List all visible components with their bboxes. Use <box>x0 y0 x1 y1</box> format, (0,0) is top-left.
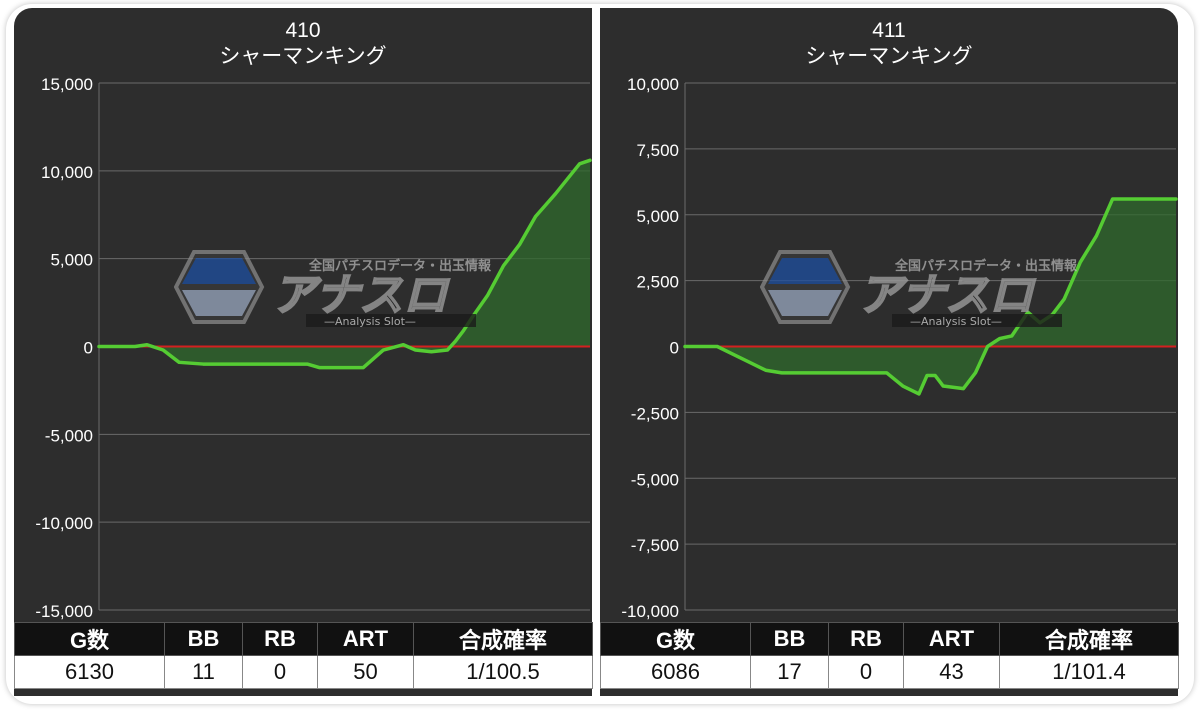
header-art: ART <box>903 622 1000 656</box>
header-bb: BB <box>164 622 243 656</box>
series-area-fill <box>685 198 1176 394</box>
stats-table-410: G数 BB RB ART 合成確率 6130 11 0 50 1/100.5 <box>14 622 593 689</box>
hexagon-logo-icon <box>174 250 265 324</box>
header-rb: RB <box>828 622 904 656</box>
y-tick-label: 5,000 <box>636 207 679 226</box>
chart-panel-411: 411 シャーマンキング 10,000 7,500 5,000 2,500 0 -2,50… <box>600 8 1179 696</box>
value-rb: 0 <box>242 655 318 689</box>
value-combined-prob: 1/100.5 <box>413 655 593 689</box>
y-tick-label: 7,500 <box>636 141 679 160</box>
header-bb: BB <box>750 622 829 656</box>
value-games: 6086 <box>600 655 751 689</box>
value-games: 6130 <box>14 655 165 689</box>
y-tick-label: 5,000 <box>50 251 93 270</box>
watermark-brand: アナスロ <box>858 270 1036 321</box>
header-games: G数 <box>600 622 751 656</box>
header-games: G数 <box>14 622 165 656</box>
y-tick-label: 2,500 <box>636 273 679 292</box>
y-tick-label: -7,500 <box>631 536 679 555</box>
y-tick-label: -5,000 <box>45 426 93 445</box>
y-tick-label: 10,000 <box>627 75 679 94</box>
header-rb: RB <box>242 622 318 656</box>
y-tick-label: -5,000 <box>631 470 679 489</box>
screenshot-frame: 410 シャーマンキング 15,000 10,000 5,000 0 -5,000 -10… <box>6 4 1194 704</box>
watermark-tagline: 全国パチスロデータ・出玉情報 <box>308 258 492 274</box>
header-combined-prob: 合成確率 <box>413 622 593 656</box>
line-chart-411: 10,000 7,500 5,000 2,500 0 -2,500 -5,000 -7,500… <box>621 75 1178 621</box>
header-art: ART <box>317 622 414 656</box>
y-tick-label: -2,500 <box>631 404 679 423</box>
line-chart-410: 15,000 10,000 5,000 0 -5,000 -10,000 -15,000 <box>35 75 592 621</box>
chart-title-name: シャーマンキング <box>219 45 387 68</box>
watermark-sub: —Analysis Slot— <box>910 315 1002 328</box>
y-tick-label: 15,000 <box>41 75 93 94</box>
y-tick-label: 10,000 <box>41 163 93 182</box>
chart-title-name: シャーマンキング <box>805 45 973 68</box>
hexagon-logo-icon <box>760 250 851 324</box>
anaslo-watermark-logo: 全国パチスロデータ・出玉情報 アナスロ —Analysis Slot— <box>174 250 492 328</box>
y-tick-label: -15,000 <box>35 602 93 621</box>
y-tick-label: 0 <box>670 339 679 358</box>
value-bb: 17 <box>750 655 829 689</box>
value-art: 43 <box>903 655 1000 689</box>
value-combined-prob: 1/101.4 <box>999 655 1179 689</box>
value-rb: 0 <box>828 655 904 689</box>
y-tick-label: -10,000 <box>621 602 679 621</box>
value-bb: 11 <box>164 655 243 689</box>
watermark-brand: アナスロ <box>272 270 450 321</box>
stats-table-411: G数 BB RB ART 合成確率 6086 17 0 43 1/101.4 <box>600 622 1179 689</box>
series-line <box>683 197 1178 396</box>
chart-title-number: 411 <box>872 19 906 42</box>
series-line <box>97 158 592 370</box>
watermark-sub: —Analysis Slot— <box>324 315 416 328</box>
chart-title-number: 410 <box>285 19 321 42</box>
header-combined-prob: 合成確率 <box>999 622 1179 656</box>
chart-panel-410: 410 シャーマンキング 15,000 10,000 5,000 0 -5,000 -10… <box>14 8 593 696</box>
value-art: 50 <box>317 655 414 689</box>
y-tick-label: -10,000 <box>35 514 93 533</box>
y-tick-label: 0 <box>84 339 93 358</box>
watermark-tagline: 全国パチスロデータ・出玉情報 <box>894 258 1078 274</box>
anaslo-watermark-logo: 全国パチスロデータ・出玉情報 アナスロ —Analysis Slot— <box>760 250 1078 328</box>
